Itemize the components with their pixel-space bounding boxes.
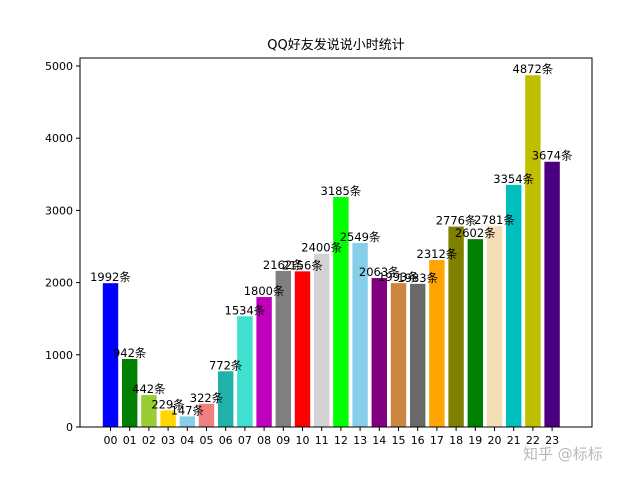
bar-label-05: 322条 <box>190 391 224 405</box>
chart-title: QQ好友发说说小时统计 <box>267 37 404 53</box>
bar-10 <box>294 271 311 427</box>
x-tick-label-17: 17 <box>430 434 444 447</box>
bar-label-02: 442条 <box>132 382 166 396</box>
bar-20 <box>486 226 503 427</box>
bar-08 <box>256 297 272 427</box>
bar-18 <box>448 226 464 427</box>
y-tick-label-3000: 3000 <box>45 204 73 217</box>
x-tick-label-07: 07 <box>238 434 252 447</box>
x-tick-label-16: 16 <box>411 434 425 447</box>
x-tick-label-08: 08 <box>257 434 271 447</box>
bar-label-04: 147条 <box>171 403 205 417</box>
x-tick-label-14: 14 <box>372 434 386 447</box>
bar-03 <box>160 410 176 427</box>
bars <box>102 75 560 428</box>
bar-04 <box>179 416 195 427</box>
bar-12 <box>333 197 349 427</box>
x-tick-label-23: 23 <box>545 434 559 447</box>
bar-label-15: 1993条 <box>378 270 419 284</box>
bar-17 <box>429 260 445 427</box>
x-tick-label-06: 06 <box>219 434 233 447</box>
y-tick-label-2000: 2000 <box>45 277 73 290</box>
x-tick-label-20: 20 <box>488 434 502 447</box>
bar-07 <box>237 316 253 427</box>
bar-15 <box>390 283 407 427</box>
plot-frame <box>79 57 593 428</box>
x-tick-label-13: 13 <box>353 434 367 447</box>
bar-01 <box>122 358 138 427</box>
bar-06 <box>218 371 234 427</box>
bar-label-00: 1992条 <box>90 270 131 284</box>
x-tick-label-22: 22 <box>526 434 540 447</box>
bar-13 <box>352 242 368 427</box>
bar-label-12: 3185条 <box>321 184 362 198</box>
bar-label-13: 2549条 <box>340 230 381 244</box>
bar-label-20: 2781条 <box>474 213 515 227</box>
bar-label-03: 229条 <box>151 397 185 411</box>
x-tick-label-12: 12 <box>334 434 348 447</box>
bar-label-16: 1983条 <box>397 271 438 285</box>
x-tick-label-02: 02 <box>142 434 156 447</box>
bar-label-18: 2776条 <box>436 214 477 228</box>
x-tick-label-09: 09 <box>276 434 290 447</box>
watermark: 知乎 @标标 <box>523 445 603 463</box>
bar-label-23: 3674条 <box>532 149 573 163</box>
x-tick-label-04: 04 <box>180 434 194 447</box>
bar-14 <box>371 278 387 427</box>
bar-label-14: 2063条 <box>359 265 400 279</box>
bar-label-17: 2312条 <box>417 247 458 261</box>
y-tick-label-4000: 4000 <box>45 132 73 145</box>
bar-23 <box>544 161 560 428</box>
bar-label-09: 2162条 <box>263 258 304 272</box>
bar-19 <box>467 239 483 427</box>
x-tick-label-10: 10 <box>296 434 310 447</box>
bar-label-19: 2602条 <box>455 226 496 240</box>
bar-label-06: 772条 <box>209 358 243 372</box>
x-tick-label-03: 03 <box>161 434 175 447</box>
x-tick-label-11: 11 <box>315 434 329 447</box>
bar-label-08: 1800条 <box>244 284 285 298</box>
bar-label-21: 3354条 <box>493 172 534 186</box>
bar-09 <box>275 270 291 427</box>
x-tick-label-21: 21 <box>507 434 521 447</box>
x-tick-label-15: 15 <box>392 434 406 447</box>
x-tick-label-01: 01 <box>123 434 137 447</box>
bar-label-10: 2156条 <box>282 258 323 272</box>
bar-21 <box>506 184 522 427</box>
x-axis: 00 01 02 03 04 05 06 07 08 09 10 11 12 13 14 15 16 17 18 19… <box>104 427 559 447</box>
bar-label-22: 4872条 <box>513 62 554 76</box>
bar-label-01: 942条 <box>113 346 147 360</box>
x-tick-label-05: 05 <box>200 434 214 447</box>
bar-02 <box>141 395 157 427</box>
bar-11 <box>314 253 330 427</box>
bar-16 <box>410 283 426 427</box>
y-tick-label-1000: 1000 <box>45 349 73 362</box>
bar-00 <box>102 283 119 427</box>
bar-22 <box>525 75 541 428</box>
x-tick-label-19: 19 <box>468 434 482 447</box>
bar-label-07: 1534条 <box>225 303 266 317</box>
y-tick-label-0: 0 <box>66 421 73 434</box>
x-tick-label-00: 00 <box>104 434 118 447</box>
bar-05 <box>198 403 215 427</box>
bar-label-11: 2400条 <box>301 241 342 255</box>
x-tick-label-18: 18 <box>449 434 463 447</box>
y-tick-label-5000: 5000 <box>45 60 73 73</box>
y-axis: 0 1000 2000 3000 4000 5000 <box>45 60 80 434</box>
